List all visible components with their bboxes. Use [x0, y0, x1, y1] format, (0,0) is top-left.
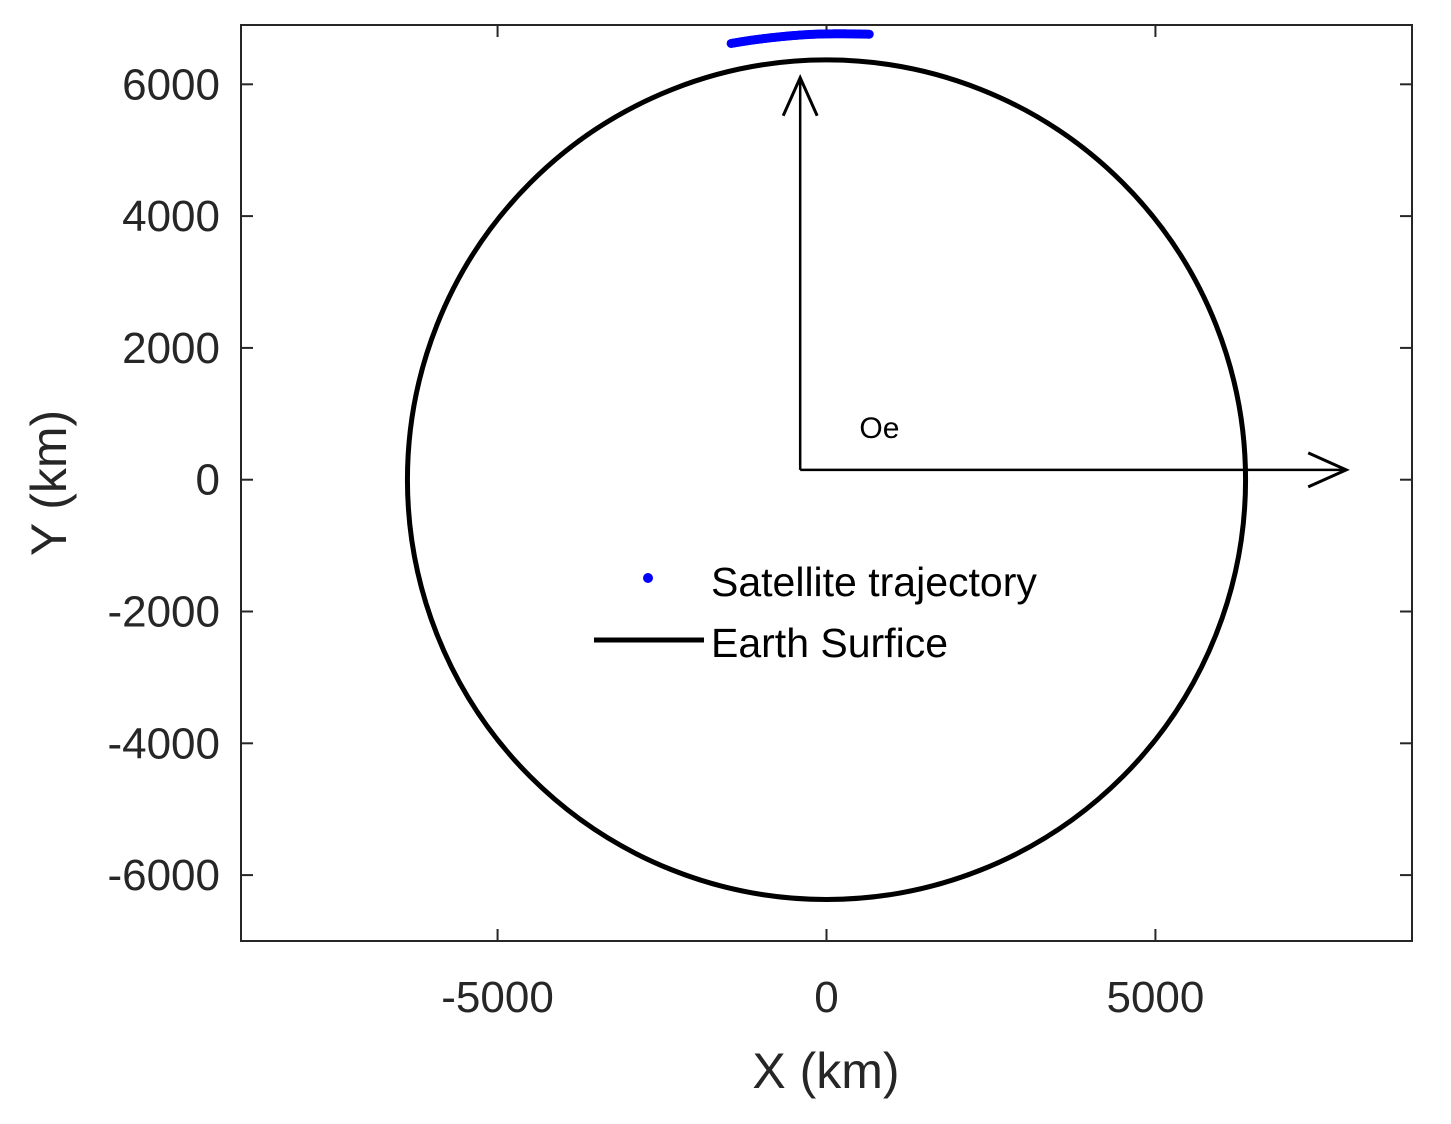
arrow-head-icon — [1307, 451, 1350, 489]
y-axis-label: Y (km) — [21, 410, 77, 556]
x-tick-label: 5000 — [1106, 973, 1204, 1022]
y-tick-label: -4000 — [107, 719, 220, 768]
x-axis-label: X (km) — [752, 1043, 899, 1099]
legend: Satellite trajectory Earth Surfice — [594, 559, 1037, 666]
y-tick-label: 4000 — [122, 192, 220, 241]
legend-label-satellite: Satellite trajectory — [711, 559, 1037, 605]
x-tick-label: 0 — [814, 973, 838, 1022]
arrow-head-icon — [781, 74, 819, 117]
trajectory-point — [864, 29, 874, 39]
legend-marker-satellite — [643, 573, 653, 583]
y-tick-label: 6000 — [122, 60, 220, 109]
x-tick-label: -5000 — [441, 973, 554, 1022]
origin-label: Oe — [859, 412, 899, 445]
satellite-trajectory-layer — [726, 29, 874, 48]
plot-area — [240, 24, 1413, 942]
axis-ticks: -5000 0 5000 6000 4000 2000 0 -2000 -4000 -6000 — [107, 25, 1412, 1022]
y-tick-label: -2000 — [107, 588, 220, 637]
earth-surface-line — [404, 57, 1249, 902]
legend-label-earth: Earth Surfice — [711, 620, 948, 666]
y-tick-label: 2000 — [122, 324, 220, 373]
y-tick-label: 0 — [196, 456, 220, 505]
y-tick-label: -6000 — [107, 851, 220, 900]
annotations-layer: Oe — [859, 412, 899, 445]
earth-surface-layer — [404, 57, 1249, 902]
axis-arrows-layer — [781, 74, 1350, 489]
